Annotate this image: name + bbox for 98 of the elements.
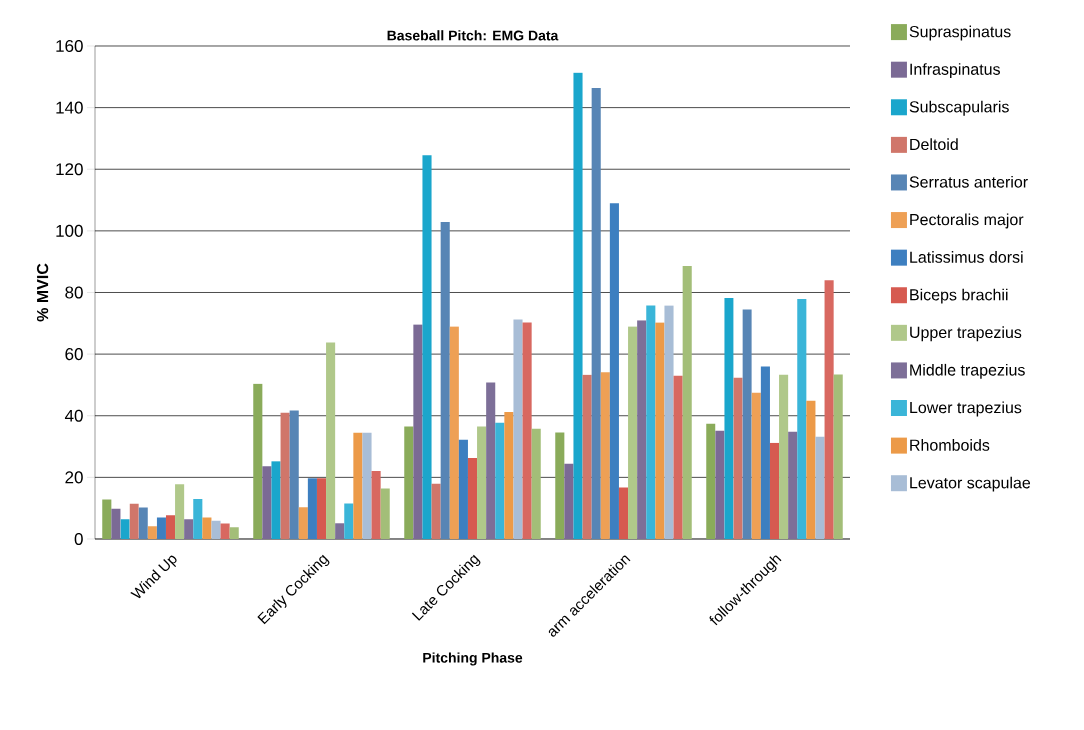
bar [298,507,308,539]
chart-title: Baseball Pitch: EMG Data [387,30,559,41]
legend-label: Lower trapezius [910,401,1022,417]
bar [833,374,843,539]
legend-label: Biceps brachii [910,288,1008,304]
bar [220,523,230,539]
bar [582,374,592,539]
bar [289,410,299,539]
bar [184,519,194,539]
bar [404,426,414,539]
legend-label: Pectoralis major [910,213,1024,229]
bar [253,383,263,539]
bar [371,470,381,539]
bar [440,221,450,539]
bar [564,463,574,539]
y-tick-label: 120 [56,163,83,176]
bar [815,436,825,539]
y-tick-label: 160 [56,39,83,53]
bar [280,412,290,539]
bar [229,527,239,539]
bar [102,499,112,539]
legend-label: Rhomboids [910,439,990,451]
bar [129,503,139,539]
bar [156,517,166,539]
bar [422,155,432,539]
bar [724,298,734,539]
legend-label: Subscapularis [909,100,1009,116]
bar [486,382,496,539]
y-tick-label: 100 [56,224,83,237]
legend-label: Deltoid [910,138,958,151]
bar [655,322,665,539]
bar [326,342,336,539]
bar [824,280,834,539]
y-tick-label: 60 [65,348,83,361]
bar [477,426,487,539]
bar [175,484,185,539]
bar [573,72,583,539]
x-axis-title: Pitching Phase [423,652,523,666]
bar [522,322,532,539]
y-tick-label: 0 [74,532,83,546]
bar [165,515,176,539]
bar [797,298,807,539]
bar [335,523,345,539]
bar [271,461,281,539]
y-axis-title: % MVIC [36,263,49,322]
legend-label: Infraspinatus [910,63,1000,79]
bar [504,412,514,539]
bar [111,508,121,539]
bar [431,483,441,539]
bar [673,375,683,539]
bar [138,507,148,539]
bar [458,439,468,539]
bar [751,392,761,539]
bar [715,430,725,539]
bar [769,442,780,539]
bar [147,526,157,539]
y-tick-label: 140 [56,101,83,114]
bar [591,87,601,539]
bar [495,422,505,539]
legend-label: Upper trapezius [910,326,1022,342]
bar [706,423,716,539]
bar [760,366,770,539]
bar [637,320,647,539]
y-tick-label: 20 [65,471,83,484]
bar [262,466,272,539]
bar [664,305,674,539]
legend-label: Serratus anterior [909,175,1028,188]
bar [413,324,423,539]
bar [609,203,619,539]
legend-label: Supraspinatus [909,25,1011,41]
bar [618,487,629,539]
bar [380,488,390,539]
bar [202,517,212,539]
bar [307,478,317,539]
bar [779,374,789,539]
bar [806,400,816,539]
legend-label: Levator scapulae [910,476,1031,492]
bar [211,520,221,539]
y-tick-label: 40 [64,409,83,422]
bar [316,478,327,539]
bar [344,503,354,539]
legend-label: Middle trapezius [910,363,1025,379]
bar [682,265,692,539]
bar [531,428,541,539]
bar [353,432,363,539]
bar [555,432,565,539]
y-tick-label: 80 [65,286,83,299]
legend-label: Latissimus dorsi [910,251,1023,263]
bar [788,431,798,539]
bar [120,519,130,539]
bar [362,432,372,539]
bar [449,326,459,539]
bar [600,372,610,539]
bar [467,457,478,539]
bar [646,305,656,539]
bar [513,319,523,539]
bar [628,326,638,539]
bar [193,498,203,539]
